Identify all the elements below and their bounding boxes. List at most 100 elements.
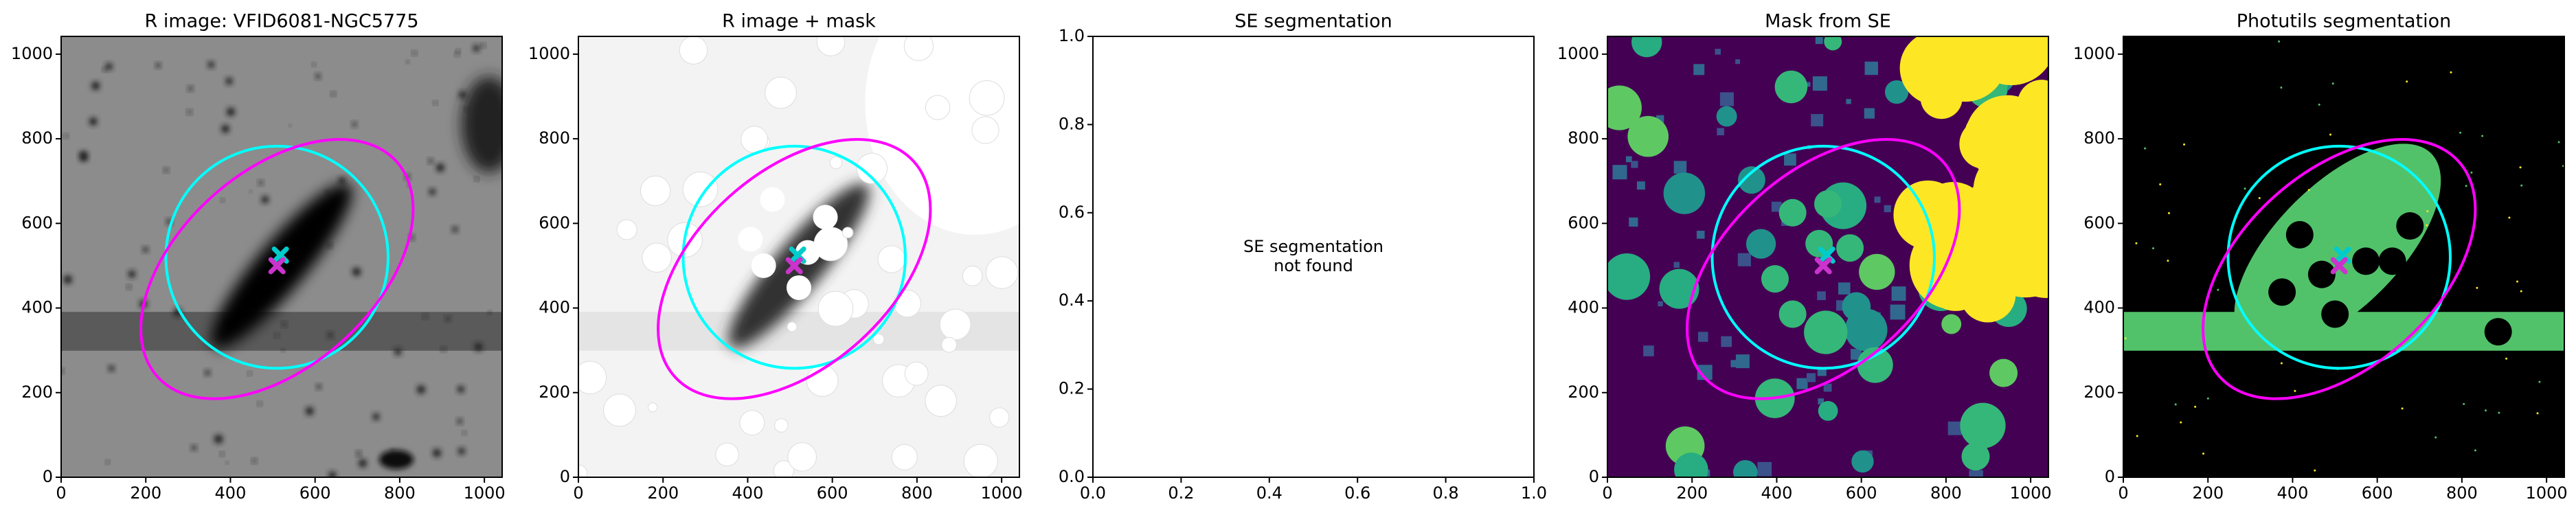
mask-circle [1961,442,1990,471]
mask-circle [2378,247,2406,275]
y-tick-label: 400 [1568,298,1599,317]
star [436,163,444,172]
star [106,460,110,464]
speck [2334,328,2337,330]
star [406,60,409,63]
panel-title: SE segmentation [1234,11,1392,32]
star [63,275,73,284]
mask-square [1625,156,1632,163]
mask-square [1719,92,1734,106]
mask-circle [985,256,1019,289]
star [352,267,361,277]
speck [2159,183,2162,185]
y-tick-label: 800 [1568,128,1599,148]
speck [2258,196,2261,199]
speck [2152,247,2155,250]
mask-square [1890,304,1906,320]
star [441,347,446,352]
mask-square [1735,354,1750,369]
mask-square [1697,365,1713,380]
mask-circle [1851,450,1874,473]
neighbor [379,450,414,470]
y-tick-label: 800 [539,128,570,148]
mask-circle [1960,402,2006,448]
star [356,451,361,456]
star [474,343,483,352]
mask-circle [903,36,934,61]
mask-square [1693,64,1705,76]
y-tick-label: 0 [560,467,570,486]
speck [2450,71,2452,73]
star [221,198,225,202]
mask-circle [1737,166,1765,194]
speck [2202,453,2205,455]
mask-square [1715,49,1721,55]
speck [2519,166,2522,169]
mask-square [1730,360,1738,367]
mask-circle [891,444,918,470]
y-tick-label: 0.0 [1059,467,1085,486]
mask-circle [1778,300,1807,328]
speck [2476,286,2478,289]
x-tick-label: 200 [1676,483,1708,503]
mask-circle [741,126,769,154]
mask-circle [963,444,998,477]
speck [2206,397,2209,400]
star [445,316,451,321]
axes-frame [1607,36,2049,478]
mask-square [1806,373,1816,382]
mask-circle [1733,459,1758,477]
speck [2167,211,2170,214]
mask-circle [1761,265,1789,293]
mask-square [1771,201,1782,212]
mask-square [1757,461,1772,477]
mask-square [2048,440,2062,454]
x-tick-label: 0.2 [1168,483,1194,503]
y-tick-label: 200 [2083,382,2115,402]
speck [2434,436,2437,439]
star [225,461,229,464]
mask-circle [1674,453,1708,477]
center-marker [1814,257,1832,275]
speck [2167,260,2169,262]
star [64,134,68,138]
y-tick-label: 800 [2083,128,2115,148]
center-marker [785,257,803,275]
neighbor [461,76,502,173]
y-tick-label: 0.2 [1059,379,1085,398]
mask-circle [1961,175,2041,255]
speck [2307,189,2310,192]
x-tick-label: 1000 [2010,483,2052,503]
mask-square [1735,59,1741,65]
x-tick-label: 0.6 [1344,483,1370,503]
mask-circle [1989,358,2018,387]
star [220,452,224,456]
y-tick-label: 800 [21,128,53,148]
x-tick-label: 0 [573,483,583,503]
mask-circle [817,290,854,327]
y-tick-label: 1000 [1557,44,1599,63]
star [282,349,285,352]
aperture-ellipse [2202,138,2477,400]
mask-circle [2396,212,2424,240]
star [358,459,367,468]
star [207,61,215,68]
mask-square [1721,336,1732,347]
mask-circle [679,36,708,65]
mask-circle [1745,229,1776,259]
aperture-ellipse [657,138,932,400]
mask-circle [787,321,798,332]
aperture-ellipse [139,138,415,400]
mask-circle [1631,36,1662,58]
speck [2508,216,2511,219]
speck [2498,411,2500,414]
star [328,243,332,248]
y-tick-label: 0.8 [1059,114,1085,133]
mask-circle [2484,318,2512,346]
image-area [1607,36,2062,477]
mask-circle [751,253,776,278]
mask-square [1818,398,1824,404]
mask-circle [969,80,1005,116]
y-tick-label: 600 [2083,213,2115,232]
mask-circle [813,205,838,230]
